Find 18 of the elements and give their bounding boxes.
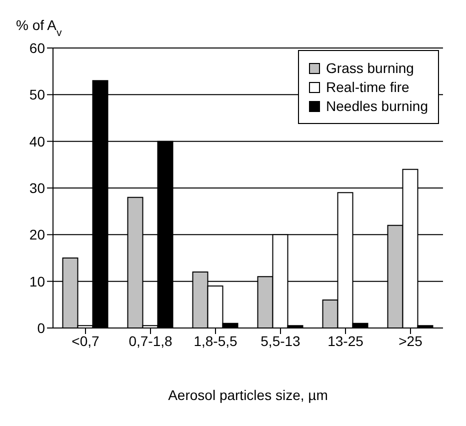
x-tick-label: 5,5-13 xyxy=(260,332,301,349)
y-axis-title: % of A$_{v}$ xyxy=(16,17,62,39)
legend-label: Grass burning xyxy=(326,60,414,76)
x-tick-label: >25 xyxy=(398,332,423,349)
y-tick-label: 20 xyxy=(29,226,46,243)
y-tick-label: 40 xyxy=(29,133,46,150)
x-tick-label: <0,7 xyxy=(72,332,100,349)
x-tick-label: 0,7-1,8 xyxy=(128,332,173,349)
x-tick-label: 1,8-5,5 xyxy=(194,332,238,349)
y-tick-label: 50 xyxy=(29,86,46,103)
y-tick-label: 60 xyxy=(29,40,46,56)
y-tick-label: 0 xyxy=(37,320,46,336)
y-tick-label: 30 xyxy=(29,180,46,196)
x-axis-title: Aerosol particles size, µm xyxy=(168,387,328,403)
x-tick-label: 13-25 xyxy=(328,332,364,349)
legend-label: Real-time fire xyxy=(326,79,410,95)
y-tick-label: 10 xyxy=(29,273,46,290)
legend-label: Needles burning xyxy=(326,98,428,114)
